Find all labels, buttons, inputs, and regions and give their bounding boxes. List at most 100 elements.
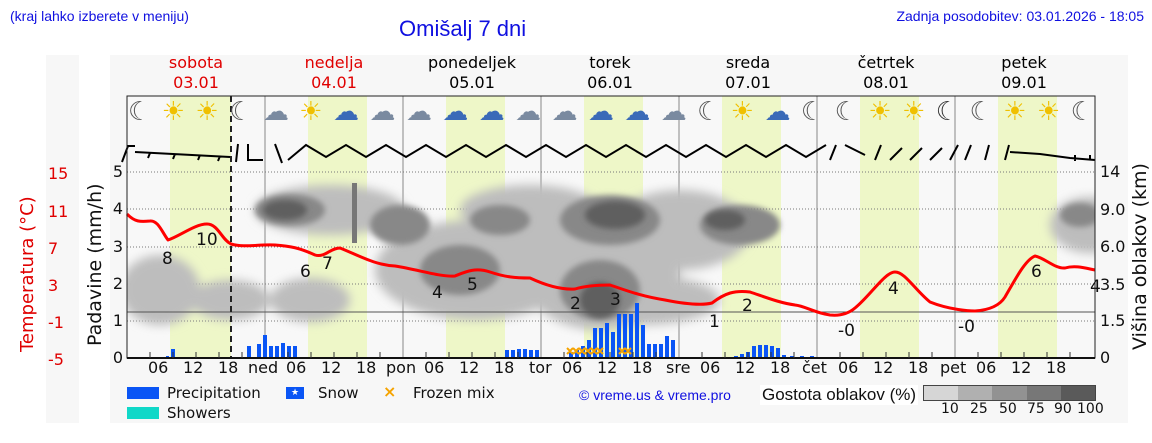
sun-icon: ☀ (1036, 97, 1061, 127)
day-header-sun: nedelja 04.01 (304, 53, 364, 92)
showers-swatch (127, 407, 159, 419)
cloud-icon: ☁ (405, 97, 432, 127)
temp-tick: 7 (48, 239, 59, 258)
weather-icons-row: ☾ ☀ ☀ ☾ ☁ ☀ ☁ ☁ ☁ ☁ ☁ ☁ ☁ ☁ ☁ ☁ ☾ ☀ ☁ ☾ … (128, 97, 1094, 137)
svg-text:2: 2 (570, 294, 581, 314)
cloud-rain-icon: ☁ (515, 97, 542, 127)
precipitation-swatch (127, 387, 159, 399)
x-axis-labels: 06 12 18 ned 06 12 18 pon 06 12 18 tor 0… (127, 358, 1095, 380)
day-header-thu: četrtek 08.01 (857, 53, 915, 92)
day-header-sat: sobota 03.01 (168, 53, 224, 92)
legend-frozen-mix: Frozen mix (413, 384, 495, 402)
density-tick: 75 (1027, 401, 1045, 417)
wind-barbs (121, 143, 1096, 164)
density-tick: 25 (970, 401, 988, 417)
svg-text:6: 6 (1031, 262, 1042, 282)
page-title: Omišalj 7 dni (399, 16, 527, 41)
precip-tick: 2 (112, 274, 123, 293)
svg-text:4: 4 (888, 279, 899, 299)
x-tick: 06 (562, 358, 583, 377)
temperature-value-labels: 8 10 6 7 4 5 2 3 1 2 -0 4 -0 6 4 (162, 230, 1101, 341)
day-header-wed: sreda 07.01 (725, 53, 771, 92)
moon-cloud-icon: ☾ (128, 97, 152, 127)
temp-tick: -5 (48, 350, 64, 369)
svg-text:4: 4 (432, 283, 443, 303)
sun-cloud-snow-icon: ☀ (730, 97, 755, 127)
copyright-link[interactable]: © vreme.us & vreme.pro (579, 387, 731, 403)
x-tick: 12 (735, 358, 756, 377)
x-tick: 12 (1011, 358, 1032, 377)
cloud-snow-icon: ☁ (551, 97, 578, 127)
legend-snow: Snow (318, 384, 359, 402)
x-tick: čet (802, 358, 827, 377)
svg-text:-0: -0 (838, 321, 855, 341)
cloud-rain-icon: ☁ (262, 97, 289, 127)
x-tick: sre (666, 358, 691, 377)
x-tick: 18 (770, 358, 791, 377)
day-header-fri: petek 09.01 (1001, 53, 1047, 92)
cloud-density-scale (923, 385, 1096, 401)
temp-tick: 3 (48, 276, 59, 295)
density-tick: 10 (941, 401, 959, 417)
legend-showers: Showers (167, 404, 231, 422)
moon-cloud-icon: ☾ (1070, 97, 1094, 127)
temp-tick: 15 (48, 164, 69, 183)
precip-tick: 0 (112, 348, 123, 367)
precip-tick: 3 (112, 237, 123, 256)
x-tick: 12 (183, 358, 204, 377)
svg-text:7: 7 (322, 254, 333, 274)
x-tick: 12 (459, 358, 480, 377)
x-tick: 06 (286, 358, 307, 377)
x-tick: 06 (838, 358, 859, 377)
x-tick: 18 (494, 358, 515, 377)
x-tick: tor (529, 358, 552, 377)
temperature-axis-panel (46, 55, 79, 423)
sun-icon: ☀ (1003, 97, 1027, 127)
cloud-height-tick: 0 (1100, 348, 1111, 367)
svg-text:5: 5 (467, 275, 478, 295)
cloud-height-tick: 9.0 (1100, 200, 1126, 219)
x-tick: 12 (873, 358, 894, 377)
svg-text:2: 2 (742, 296, 753, 316)
moon-cloud-rain-icon: ☾ (229, 97, 253, 127)
cloud-rain-icon: ☁ (478, 97, 505, 127)
moon-cloud-snow-icon: ☾ (834, 97, 858, 127)
density-tick: 100 (1077, 401, 1104, 417)
x-tick: pon (386, 358, 417, 377)
x-tick: 06 (148, 358, 169, 377)
precip-tick: 5 (112, 162, 123, 181)
x-tick: 12 (321, 358, 342, 377)
cloud-snow-icon: ☁ (660, 97, 687, 127)
temperature-line (125, 212, 1096, 317)
sun-icon: ☀ (868, 97, 892, 127)
cloud-height-tick: 1.5 (1100, 311, 1126, 330)
cloud-height-tick: 3.5 (1100, 275, 1126, 294)
x-tick: 06 (700, 358, 721, 377)
x-tick: pet (940, 358, 967, 377)
precip-tick: 1 (112, 311, 123, 330)
x-tick: 06 (976, 358, 997, 377)
x-tick: 18 (908, 358, 929, 377)
moon-cloud-icon: ☾ (969, 97, 993, 127)
cloud-icon: ☁ (442, 97, 469, 127)
cloud-height-axis-label: Višina oblakov (km) (1129, 163, 1151, 350)
svg-text:10: 10 (196, 230, 218, 250)
snow-star-icon: ★ (286, 387, 304, 399)
svg-text:8: 8 (162, 249, 173, 269)
cloud-icon: ☁ (333, 97, 359, 127)
region-hint-link[interactable]: (kraj lahko izberete v meniju) (10, 8, 189, 24)
svg-text:-0: -0 (958, 317, 975, 337)
cloud-snow-icon: ☁ (764, 97, 791, 127)
svg-text:1: 1 (709, 312, 720, 332)
day-header-mon: ponedeljek 05.01 (428, 53, 516, 92)
precip-tick: 4 (112, 199, 123, 218)
hour-ticks (149, 352, 1071, 358)
moon-cloud-snow-icon: ☾ (800, 97, 825, 127)
x-tick: 18 (632, 358, 653, 377)
svg-text:6: 6 (300, 262, 311, 282)
sun-cloud-rain-icon: ☀ (161, 97, 186, 127)
x-tick: ned (248, 358, 279, 377)
last-update: Zadnja posodobitev: 03.01.2026 - 18:05 (896, 8, 1144, 24)
svg-text:3: 3 (610, 290, 621, 310)
